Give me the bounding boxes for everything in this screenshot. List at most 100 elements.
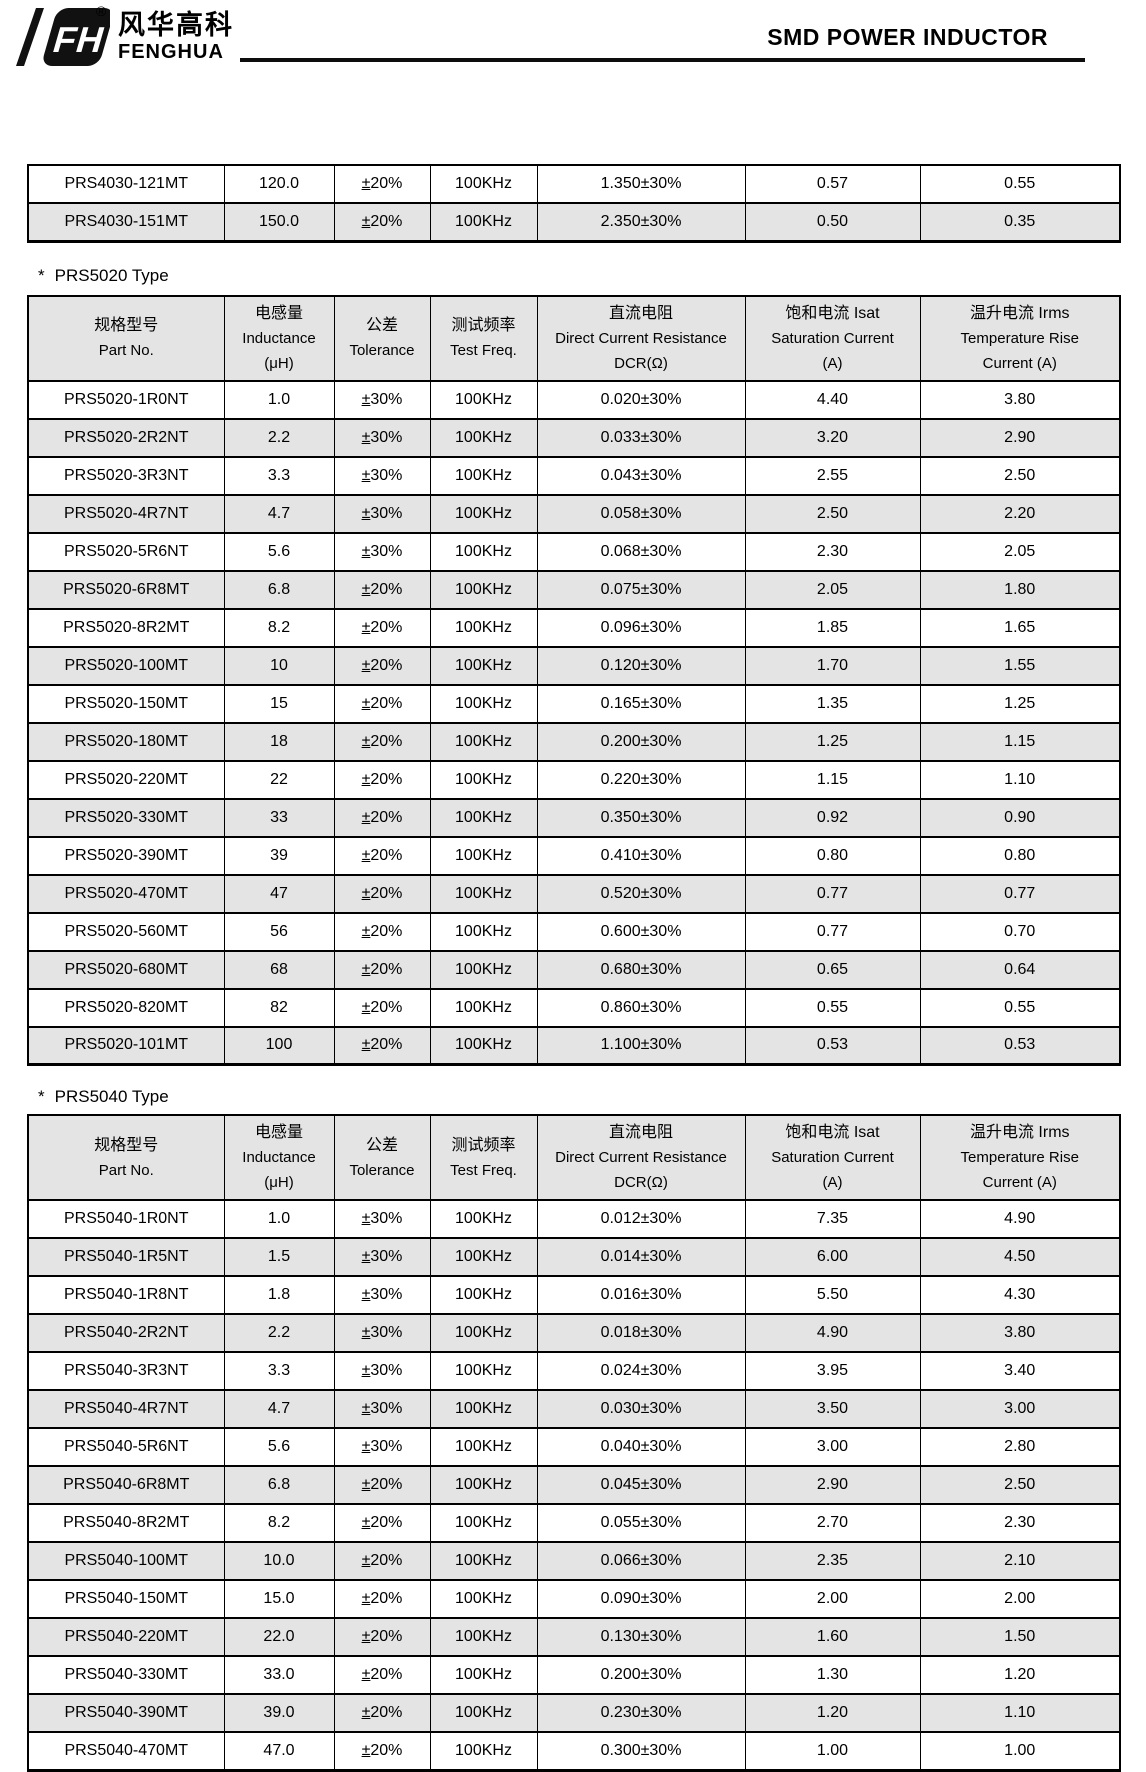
cell-inductance: 39 xyxy=(223,835,335,876)
cell-test-freq: 100KHz xyxy=(429,164,538,204)
section-title-prs5040: * PRS5040 Type xyxy=(38,1086,1146,1108)
cell-test-freq: 100KHz xyxy=(429,202,538,242)
cell-dcr: 0.230±30% xyxy=(536,1693,746,1733)
table-row: PRS4030-121MT 120.0 ±20% 100KHz 1.350±30… xyxy=(27,164,1121,204)
table-row: PRS5020-4R7NT 4.7 ±30% 100KHz 0.058±30% … xyxy=(27,493,1121,534)
cell-inductance: 2.2 xyxy=(223,417,335,458)
cell-test-freq: 100KHz xyxy=(429,607,538,648)
cell-inductance: 33.0 xyxy=(223,1655,335,1695)
cell-tolerance: ±20% xyxy=(333,1655,431,1695)
cell-tolerance: ±20% xyxy=(333,949,431,990)
cell-test-freq: 100KHz xyxy=(429,721,538,762)
cell-tolerance: ±20% xyxy=(333,759,431,800)
table-row: PRS5040-1R5NT 1.5 ±30% 100KHz 0.014±30% … xyxy=(27,1237,1121,1277)
svg-text:FH: FH xyxy=(49,20,110,60)
cell-dcr: 0.043±30% xyxy=(536,455,746,496)
cell-isat: 3.95 xyxy=(744,1351,921,1391)
cell-inductance: 4.7 xyxy=(223,493,335,534)
prs5040-table-body: PRS5040-1R0NT 1.0 ±30% 100KHz 0.012±30% … xyxy=(27,1199,1121,1771)
cell-inductance: 56 xyxy=(223,911,335,952)
cell-inductance: 1.0 xyxy=(223,1199,335,1239)
table-row: PRS5020-100MT 10 ±20% 100KHz 0.120±30% 1… xyxy=(27,645,1121,686)
cell-part-no: PRS5040-330MT xyxy=(27,1655,225,1695)
table-row: PRS5040-5R6NT 5.6 ±30% 100KHz 0.040±30% … xyxy=(27,1427,1121,1467)
col-header-tolerance: 公差 Tolerance xyxy=(333,1114,431,1201)
cell-part-no: PRS5020-2R2NT xyxy=(27,417,225,458)
cell-inductance: 22.0 xyxy=(223,1617,335,1657)
cell-dcr: 0.058±30% xyxy=(536,493,746,534)
prs4030-table-body: PRS4030-121MT 120.0 ±20% 100KHz 1.350±30… xyxy=(27,164,1121,242)
cell-part-no: PRS5020-101MT xyxy=(27,1025,225,1066)
cell-tolerance: ±20% xyxy=(333,1025,431,1066)
cell-dcr: 2.350±30% xyxy=(536,202,746,242)
spec-table-prs5040: 规格型号 Part No. 电感量 Inductance (μH) 公差 Tol… xyxy=(27,1114,1121,1772)
cell-part-no: PRS5020-5R6NT xyxy=(27,531,225,572)
cell-irms: 1.10 xyxy=(919,1693,1121,1733)
cell-irms: 1.15 xyxy=(919,721,1121,762)
cell-dcr: 1.100±30% xyxy=(536,1025,746,1066)
cell-irms: 0.64 xyxy=(919,949,1121,990)
table-header-row: 规格型号 Part No. 电感量 Inductance (μH) 公差 Tol… xyxy=(27,294,1121,382)
cell-test-freq: 100KHz xyxy=(429,683,538,724)
cell-test-freq: 100KHz xyxy=(429,1579,538,1619)
cell-test-freq: 100KHz xyxy=(429,493,538,534)
col-header-irms: 温升电流 Irms Temperature Rise Current (A) xyxy=(919,1114,1121,1201)
cell-tolerance: ±30% xyxy=(333,1389,431,1429)
cell-isat: 1.15 xyxy=(744,759,921,800)
cell-part-no: PRS5020-180MT xyxy=(27,721,225,762)
cell-isat: 6.00 xyxy=(744,1237,921,1277)
cell-inductance: 5.6 xyxy=(223,1427,335,1467)
cell-irms: 0.55 xyxy=(919,987,1121,1028)
cell-test-freq: 100KHz xyxy=(429,911,538,952)
cell-isat: 3.50 xyxy=(744,1389,921,1429)
cell-tolerance: ±30% xyxy=(333,1427,431,1467)
cell-test-freq: 100KHz xyxy=(429,835,538,876)
table-row: PRS5040-1R0NT 1.0 ±30% 100KHz 0.012±30% … xyxy=(27,1199,1121,1239)
cell-inductance: 15 xyxy=(223,683,335,724)
table-row: PRS5020-150MT 15 ±20% 100KHz 0.165±30% 1… xyxy=(27,683,1121,724)
cell-test-freq: 100KHz xyxy=(429,949,538,990)
cell-test-freq: 100KHz xyxy=(429,645,538,686)
cell-isat: 1.60 xyxy=(744,1617,921,1657)
cell-isat: 3.00 xyxy=(744,1427,921,1467)
cell-inductance: 4.7 xyxy=(223,1389,335,1429)
cell-part-no: PRS5020-220MT xyxy=(27,759,225,800)
cell-irms: 2.00 xyxy=(919,1579,1121,1619)
cell-dcr: 0.130±30% xyxy=(536,1617,746,1657)
brand-name-cn: 风华高科 xyxy=(118,10,234,40)
cell-irms: 1.80 xyxy=(919,569,1121,610)
cell-irms: 1.20 xyxy=(919,1655,1121,1695)
table-row: PRS5040-3R3NT 3.3 ±30% 100KHz 0.024±30% … xyxy=(27,1351,1121,1391)
cell-irms: 3.80 xyxy=(919,1313,1121,1353)
cell-inductance: 150.0 xyxy=(223,202,335,242)
cell-dcr: 0.600±30% xyxy=(536,911,746,952)
cell-test-freq: 100KHz xyxy=(429,1465,538,1505)
cell-isat: 2.30 xyxy=(744,531,921,572)
cell-inductance: 3.3 xyxy=(223,1351,335,1391)
cell-part-no: PRS5020-820MT xyxy=(27,987,225,1028)
brand-block: FH ® 风华高科 FENGHUA xyxy=(14,4,234,68)
section-title-text: PRS5040 Type xyxy=(54,1087,169,1106)
cell-irms: 2.10 xyxy=(919,1541,1121,1581)
prs5020-table-body: PRS5020-1R0NT 1.0 ±30% 100KHz 0.020±30% … xyxy=(27,379,1121,1066)
col-header-inductance: 电感量 Inductance (μH) xyxy=(223,294,335,382)
cell-irms: 1.00 xyxy=(919,1731,1121,1771)
cell-isat: 0.50 xyxy=(744,202,921,242)
page-title: SMD POWER INDUCTOR xyxy=(767,24,1048,50)
col-header-dcr: 直流电阻 Direct Current Resistance DCR(Ω) xyxy=(536,294,746,382)
cell-test-freq: 100KHz xyxy=(429,1237,538,1277)
cell-dcr: 0.680±30% xyxy=(536,949,746,990)
table-row: PRS5020-470MT 47 ±20% 100KHz 0.520±30% 0… xyxy=(27,873,1121,914)
cell-inductance: 8.2 xyxy=(223,607,335,648)
cell-test-freq: 100KHz xyxy=(429,759,538,800)
cell-inductance: 1.0 xyxy=(223,379,335,420)
cell-tolerance: ±20% xyxy=(333,835,431,876)
table-row: PRS4030-151MT 150.0 ±20% 100KHz 2.350±30… xyxy=(27,202,1121,242)
cell-irms: 0.53 xyxy=(919,1025,1121,1066)
cell-tolerance: ±20% xyxy=(333,683,431,724)
cell-isat: 0.53 xyxy=(744,1025,921,1066)
table-row: PRS5020-1R0NT 1.0 ±30% 100KHz 0.020±30% … xyxy=(27,379,1121,420)
table-row: PRS5020-6R8MT 6.8 ±20% 100KHz 0.075±30% … xyxy=(27,569,1121,610)
table-header-row: 规格型号 Part No. 电感量 Inductance (μH) 公差 Tol… xyxy=(27,1114,1121,1201)
cell-tolerance: ±20% xyxy=(333,1731,431,1771)
